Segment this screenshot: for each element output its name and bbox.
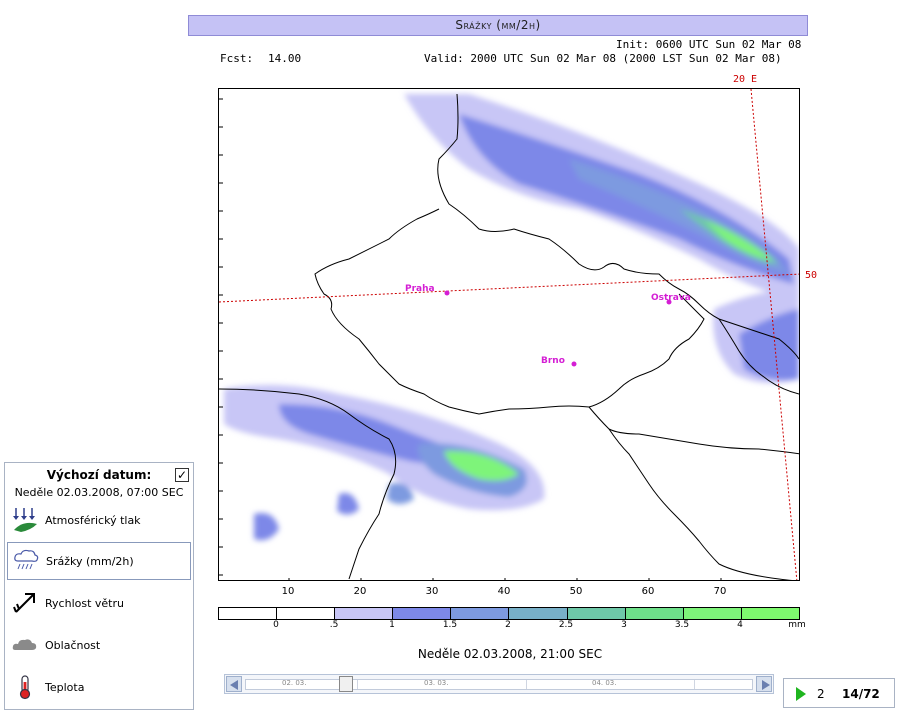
layer-wind[interactable]: Rychlost větru: [7, 584, 191, 622]
colorbar-segment: [335, 608, 394, 619]
timeline-divider: [694, 680, 695, 689]
layer-label: Oblačnost: [45, 638, 101, 652]
map-canvas: Praha Ostrava Brno: [219, 89, 799, 580]
step-size[interactable]: 2: [817, 687, 825, 701]
parallel-label: 50: [805, 270, 817, 281]
x-tick-label: 10: [281, 586, 295, 597]
x-tick-label: 40: [497, 586, 511, 597]
timeline-date-label: 03. 03.: [424, 679, 449, 687]
timeline-date-label: 02. 03.: [282, 679, 307, 687]
timeline-slider[interactable]: 02. 03. 03. 03. 04. 03.: [224, 674, 774, 694]
colorbar-segment: [509, 608, 568, 619]
timeline-thumb[interactable]: [339, 676, 353, 692]
colorbar-label: 3.5: [674, 620, 690, 630]
meridian-label: 20 E: [733, 74, 757, 85]
arrow-right-icon: [762, 680, 770, 690]
x-tick-label: 70: [713, 586, 727, 597]
init-date-checkbox[interactable]: ✓: [175, 468, 189, 482]
arrow-left-icon: [230, 680, 238, 690]
map-ticks: [219, 98, 722, 580]
frame-counter: 14/72: [842, 687, 880, 701]
player-controls: 2 14/72: [783, 678, 895, 708]
layer-pressure[interactable]: Atmosférický tlak: [7, 501, 191, 539]
timeline-prev-button[interactable]: [226, 676, 242, 692]
precip-field: [224, 94, 799, 541]
colorbar-label: 3: [621, 620, 627, 630]
fcst-value: 14.00: [268, 52, 302, 65]
colorbar-segment: [741, 608, 799, 619]
pressure-icon: [13, 508, 37, 532]
colorbar-label: 0: [273, 620, 279, 630]
init-date: Neděle 02.03.2008, 07:00 SEC: [14, 486, 184, 499]
layer-precipitation[interactable]: Srážky (mm/2h): [7, 542, 191, 580]
colorbar-segment: [451, 608, 510, 619]
lat-lon-grid: [219, 89, 799, 580]
x-tick-label: 30: [425, 586, 439, 597]
precip-colorbar: [218, 607, 800, 620]
panel-title: Výchozí datum:: [46, 468, 152, 482]
timeline-divider: [357, 680, 358, 689]
colorbar-segment: [567, 608, 626, 619]
colorbar-segment: [625, 608, 684, 619]
layer-temperature[interactable]: Teplota: [7, 668, 191, 706]
x-tick-label: 50: [569, 586, 583, 597]
colorbar-label: 1.5: [442, 620, 458, 630]
timeline-date-label: 04. 03.: [592, 679, 617, 687]
valid-date: Neděle 02.03.2008, 21:00 SEC: [417, 647, 603, 661]
layer-cloudiness[interactable]: Oblačnost: [7, 626, 191, 664]
colorbar-segment: [683, 608, 742, 619]
map-title: Srážky (mm/2h): [188, 15, 808, 36]
colorbar-segment: [277, 608, 336, 619]
play-icon[interactable]: [796, 687, 806, 701]
layer-label: Srážky (mm/2h): [46, 554, 134, 568]
layer-label: Teplota: [45, 680, 85, 694]
fcst-label: Fcst:: [220, 52, 254, 65]
colorbar-segment: [393, 608, 452, 619]
colorbar-label: 4: [737, 620, 743, 630]
valid-time: Valid: 2000 UTC Sun 02 Mar 08 (2000 LST …: [424, 52, 782, 65]
precipitation-map: Praha Ostrava Brno: [218, 88, 800, 581]
timeline-track[interactable]: 02. 03. 03. 03. 04. 03.: [245, 679, 753, 690]
colorbar-segment: [219, 608, 278, 619]
x-tick-label: 60: [641, 586, 655, 597]
timeline-next-button[interactable]: [756, 676, 772, 692]
city-label-ostrava: Ostrava: [651, 293, 691, 303]
colorbar-label: 1: [389, 620, 395, 630]
init-time: Init: 0600 UTC Sun 02 Mar 08: [616, 38, 802, 51]
city-markers: Praha Ostrava Brno: [405, 284, 691, 367]
layer-label: Rychlost větru: [45, 596, 124, 610]
rain-cloud-icon: [14, 549, 39, 570]
city-label-brno: Brno: [541, 356, 565, 366]
colorbar-label: 2: [505, 620, 511, 630]
layer-panel: Výchozí datum: ✓ Neděle 02.03.2008, 07:0…: [4, 462, 194, 710]
country-borders: [219, 93, 799, 580]
timeline-divider: [526, 680, 527, 689]
x-tick-label: 20: [353, 586, 367, 597]
layer-label: Atmosférický tlak: [45, 513, 141, 527]
colorbar-label: 2.5: [558, 620, 574, 630]
colorbar-label: .5: [329, 620, 339, 630]
wind-arrow-icon: [13, 593, 35, 613]
thermometer-icon: [19, 675, 31, 700]
city-label-praha: Praha: [405, 284, 435, 294]
colorbar-unit: mm: [788, 620, 806, 630]
cloud-icon: [12, 639, 37, 650]
grid-labels: 20 E 50: [733, 74, 817, 281]
